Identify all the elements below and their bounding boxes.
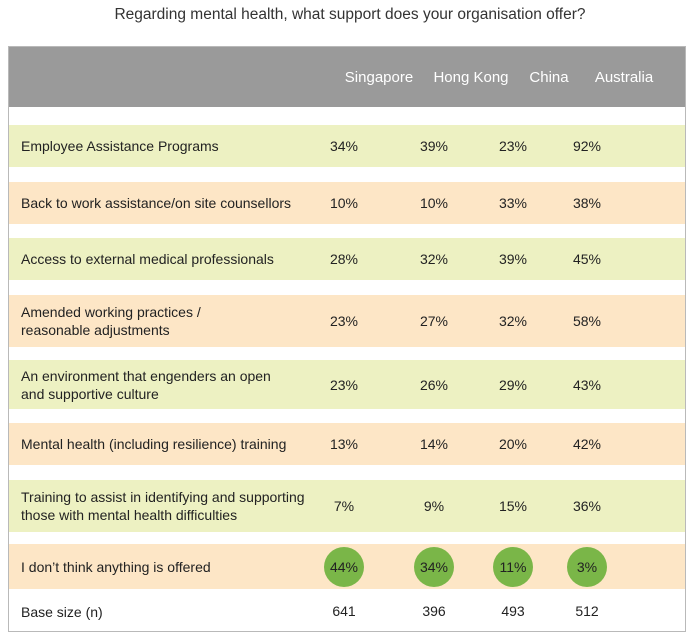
table-row: Back to work assistance/on site counsell… <box>9 182 685 224</box>
value-cell: 29% <box>498 376 528 393</box>
row-label: I don’t think anything is offered <box>21 558 211 575</box>
value-cell: 28% <box>329 251 359 267</box>
highlight-circle <box>414 546 454 587</box>
value-cell: 33% <box>498 195 528 211</box>
column-header-hong-kong: Hong Kong <box>433 69 509 86</box>
value-cell: 10% <box>329 195 359 211</box>
table-header: Singapore Hong Kong China Australia <box>9 47 685 107</box>
value-cell: 44% <box>329 558 359 575</box>
value-cell: 36% <box>572 498 602 514</box>
table-row: Amended working practices / reasonable a… <box>9 295 685 347</box>
base-size-value: 396 <box>422 603 446 619</box>
chart-title: Regarding mental health, what support do… <box>114 6 586 23</box>
value-cell: 11% <box>499 558 527 575</box>
value-cell: 13% <box>329 436 359 452</box>
value-cell: 7% <box>333 498 355 514</box>
value-cell: 23% <box>329 313 359 329</box>
row-label: Back to work assistance/on site counsell… <box>21 195 292 211</box>
base-size-value: 493 <box>501 603 525 619</box>
value-cell: 38% <box>572 195 602 211</box>
value-cell: 26% <box>419 376 449 393</box>
table-row: I don’t think anything is offered 44% 34% 1… <box>9 544 685 589</box>
row-label: Training to assist in identifying and su… <box>21 489 305 523</box>
column-header-singapore: Singapore <box>344 69 414 86</box>
value-cell: 32% <box>498 313 528 329</box>
base-size-row: Base size (n) 641 396 493 512 <box>9 595 685 629</box>
value-cell: 58% <box>572 313 602 329</box>
value-cell: 42% <box>572 436 602 452</box>
table-row: Access to external medical professionals… <box>9 238 685 280</box>
value-cell: 45% <box>572 251 602 267</box>
table-row: Training to assist in identifying and su… <box>9 480 685 532</box>
table-row: Mental health (including resilience) tra… <box>9 423 685 465</box>
value-cell: 9% <box>423 498 445 514</box>
value-cell: 3% <box>576 558 598 575</box>
value-cell: 92% <box>572 138 602 154</box>
value-cell: 39% <box>498 251 528 267</box>
value-cell: 23% <box>498 138 528 154</box>
base-size-label: Base size (n) <box>21 604 103 620</box>
row-label: Access to external medical professionals <box>21 251 274 267</box>
value-cell: 43% <box>572 376 602 393</box>
base-size-value: 641 <box>332 603 356 619</box>
value-cell: 10% <box>419 195 449 211</box>
value-cell: 34% <box>419 558 449 575</box>
row-label: Employee Assistance Programs <box>21 138 219 154</box>
table-row: Employee Assistance Programs 34% 39% 23% 92% <box>9 125 685 167</box>
highlight-circle <box>567 546 607 587</box>
value-cell: 39% <box>419 138 449 154</box>
row-label: Mental health (including resilience) tra… <box>21 436 287 452</box>
highlight-circle <box>324 546 364 587</box>
column-header-australia: Australia <box>594 69 654 86</box>
value-cell: 27% <box>419 313 449 329</box>
column-header-china: China <box>529 69 569 86</box>
table-row: An environment that engenders an open an… <box>9 360 685 409</box>
support-table: Singapore Hong Kong China Australia Empl… <box>8 46 686 632</box>
row-label: An environment that engenders an open an… <box>21 367 271 402</box>
value-cell: 20% <box>498 436 528 452</box>
value-cell: 32% <box>419 251 449 267</box>
value-cell: 14% <box>419 436 449 452</box>
value-cell: 23% <box>329 376 359 393</box>
value-cell: 34% <box>329 138 359 154</box>
row-label: Amended working practices / reasonable a… <box>21 304 201 338</box>
base-size-value: 512 <box>575 603 599 619</box>
value-cell: 15% <box>498 498 528 514</box>
highlight-circle <box>493 546 533 587</box>
